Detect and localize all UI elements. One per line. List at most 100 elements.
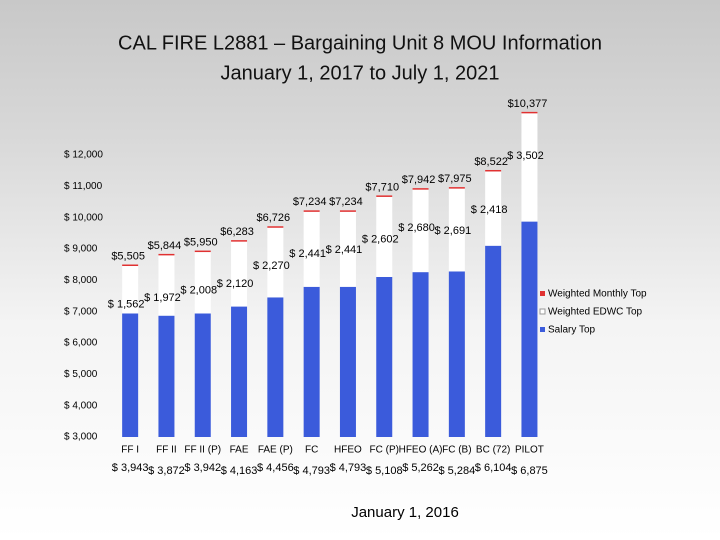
bar-segment xyxy=(448,187,465,189)
x-tick-label: FF II (P) xyxy=(184,445,221,456)
value-label: $ 2,691 xyxy=(434,225,471,237)
bar-segment xyxy=(122,264,139,314)
bar-segment xyxy=(231,240,248,307)
value-label: $ 2,270 xyxy=(253,260,290,272)
y-tick-label: $ 9,000 xyxy=(64,244,98,255)
y-tick-label: $ 4,000 xyxy=(64,400,98,411)
legend-swatch xyxy=(539,308,546,315)
footer: January 1, 2016 xyxy=(351,504,459,521)
bar-segment xyxy=(376,276,393,437)
legend-label: Weighted Monthly Top xyxy=(548,289,647,300)
bar-segment xyxy=(122,264,139,267)
value-label: $ 2,602 xyxy=(362,233,399,245)
x-tick-label: FF II xyxy=(156,445,177,456)
value-label: $ 3,872 xyxy=(148,465,185,477)
total-label: $7,942 xyxy=(402,174,436,186)
bar-segment xyxy=(376,195,393,197)
bar-segment xyxy=(339,210,356,212)
value-label: $ 2,441 xyxy=(326,244,363,256)
bar-segment xyxy=(521,221,538,437)
x-tick-label: FAE (P) xyxy=(258,445,293,456)
total-label: $6,283 xyxy=(220,226,254,238)
x-tick-label: FC (P) xyxy=(370,445,399,456)
bar-segment xyxy=(412,272,429,437)
bar-segment xyxy=(376,195,393,277)
bar-segment xyxy=(194,250,211,314)
y-tick-label: $ 5,000 xyxy=(64,369,98,380)
total-label: $5,505 xyxy=(111,250,145,262)
value-label: $ 2,680 xyxy=(398,222,435,234)
x-tick-label: PILOT xyxy=(515,445,544,456)
bar-segment xyxy=(485,169,502,246)
total-label: $7,234 xyxy=(329,196,363,208)
total-label: $8,522 xyxy=(474,156,508,168)
legend-swatch xyxy=(540,327,545,332)
value-label: $ 4,793 xyxy=(293,465,330,477)
total-label: $10,377 xyxy=(508,98,548,110)
bar-segment xyxy=(448,271,465,437)
x-tick-label: FC (B) xyxy=(442,445,471,456)
bar-segment xyxy=(122,313,139,437)
value-label: $ 2,120 xyxy=(217,278,254,290)
x-tick-label: HFEO xyxy=(334,445,362,456)
bar-segment xyxy=(158,253,175,256)
total-label: $6,726 xyxy=(257,212,291,224)
total-label: $5,844 xyxy=(148,240,182,252)
x-tick-label: FAE xyxy=(230,445,249,456)
y-tick-label: $ 10,000 xyxy=(64,212,103,223)
bar-segment xyxy=(303,286,320,437)
legend-label: Weighted EDWC Top xyxy=(548,307,643,318)
bar-segment xyxy=(231,306,248,437)
bar-segment xyxy=(485,245,502,437)
bar-segment xyxy=(231,240,248,242)
y-tick-label: $ 3,000 xyxy=(64,432,98,443)
x-tick-label: FF I xyxy=(121,445,139,456)
value-label: $ 2,418 xyxy=(471,204,508,216)
value-label: $ 1,972 xyxy=(144,292,181,304)
total-label: $7,234 xyxy=(293,196,327,208)
bar-segment xyxy=(412,188,429,273)
x-tick-label: BC (72) xyxy=(476,445,510,456)
bar-segment xyxy=(303,210,320,212)
bar-segment xyxy=(267,226,284,228)
value-label: $ 1,562 xyxy=(108,298,145,310)
bar-segment xyxy=(448,187,465,272)
value-label: $ 6,875 xyxy=(511,465,548,477)
y-tick-label: $ 7,000 xyxy=(64,306,98,317)
bar-segment xyxy=(303,210,320,287)
x-tick-label: HFEO (A) xyxy=(399,445,443,456)
bar-segment xyxy=(521,111,538,114)
bar-segment xyxy=(412,188,429,190)
legend-swatch xyxy=(540,291,545,296)
chart-subtitle: January 1, 2017 to July 1, 2021 xyxy=(220,62,499,84)
bar-segment xyxy=(485,169,502,172)
total-label: $7,975 xyxy=(438,173,472,185)
value-label: $ 5,262 xyxy=(402,462,439,474)
y-tick-label: $ 6,000 xyxy=(64,338,98,349)
value-label: $ 4,793 xyxy=(330,462,367,474)
total-label: $7,710 xyxy=(365,181,399,193)
value-label: $ 3,942 xyxy=(184,462,221,474)
bar-segment xyxy=(194,313,211,437)
bar-segment xyxy=(339,210,356,287)
bar-segment xyxy=(158,253,175,316)
total-label: $5,950 xyxy=(184,236,218,248)
y-tick-label: $ 8,000 xyxy=(64,275,98,286)
bar-segment xyxy=(158,315,175,437)
bar-segment xyxy=(339,286,356,437)
value-label: $ 6,104 xyxy=(475,462,512,474)
value-label: $ 4,163 xyxy=(221,465,258,477)
value-label: $ 5,284 xyxy=(438,465,475,477)
y-tick-label: $ 11,000 xyxy=(64,181,103,192)
x-tick-label: FC xyxy=(305,445,318,456)
value-label: $ 3,502 xyxy=(507,150,544,162)
value-label: $ 2,441 xyxy=(289,248,326,260)
chart-title: CAL FIRE L2881 – Bargaining Unit 8 MOU I… xyxy=(118,32,602,54)
bar-segment xyxy=(267,297,284,437)
value-label: $ 4,456 xyxy=(257,462,294,474)
value-label: $ 3,943 xyxy=(112,462,149,474)
value-label: $ 2,008 xyxy=(180,284,217,296)
bar-segment xyxy=(194,250,211,253)
